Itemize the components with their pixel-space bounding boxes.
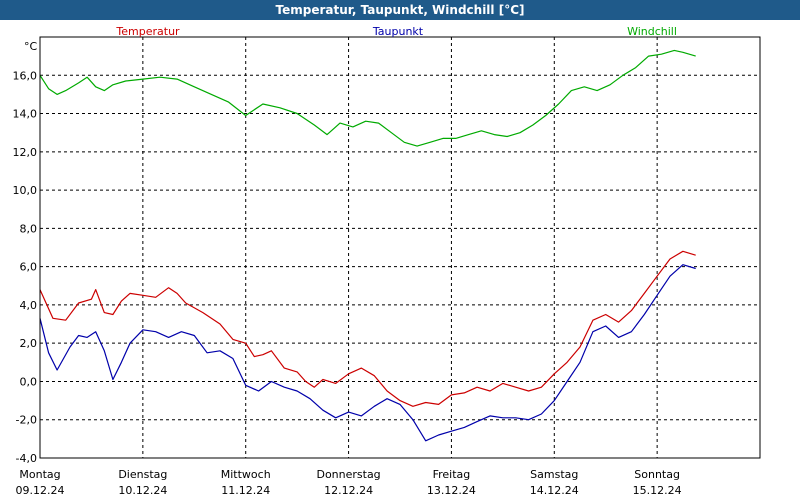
x-tick-date: 12.12.24 [324, 484, 373, 497]
x-tick-date: 13.12.24 [427, 484, 476, 497]
x-tick-day: Mittwoch [221, 468, 271, 481]
y-tick-label: -4,0 [16, 452, 37, 465]
y-tick-label: 4,0 [20, 299, 38, 312]
x-tick-date: 11.12.24 [221, 484, 270, 497]
chart-window-title: Temperatur, Taupunkt, Windchill [°C] [0, 0, 800, 20]
x-tick-day: Dienstag [118, 468, 167, 481]
y-tick-label: 0,0 [20, 375, 38, 388]
x-tick-date: 14.12.24 [530, 484, 579, 497]
chart-background [0, 20, 800, 500]
x-tick-day: Freitag [433, 468, 471, 481]
x-tick-day: Donnerstag [316, 468, 380, 481]
y-tick-label: 16,0 [13, 69, 38, 82]
y-tick-label: 6,0 [20, 261, 38, 274]
legend-windchill: Windchill [627, 25, 677, 38]
legend-taupunkt: Taupunkt [372, 25, 424, 38]
x-tick-day: Montag [19, 468, 60, 481]
x-tick-date: 09.12.24 [16, 484, 65, 497]
y-tick-label: 10,0 [13, 184, 38, 197]
legend-temperatur: Temperatur [115, 25, 180, 38]
chart-area: -4,0-2,00,02,04,06,08,010,012,014,016,0 … [0, 20, 800, 500]
y-tick-label: 8,0 [20, 222, 38, 235]
y-tick-label: 2,0 [20, 337, 38, 350]
x-tick-day: Samstag [530, 468, 578, 481]
x-tick-date: 15.12.24 [633, 484, 682, 497]
x-tick-date: 10.12.24 [118, 484, 167, 497]
y-axis-unit: °C [24, 40, 38, 53]
y-tick-label: 14,0 [13, 108, 38, 121]
x-tick-day: Sonntag [634, 468, 680, 481]
y-tick-label: -2,0 [16, 414, 37, 427]
y-tick-label: 12,0 [13, 146, 38, 159]
